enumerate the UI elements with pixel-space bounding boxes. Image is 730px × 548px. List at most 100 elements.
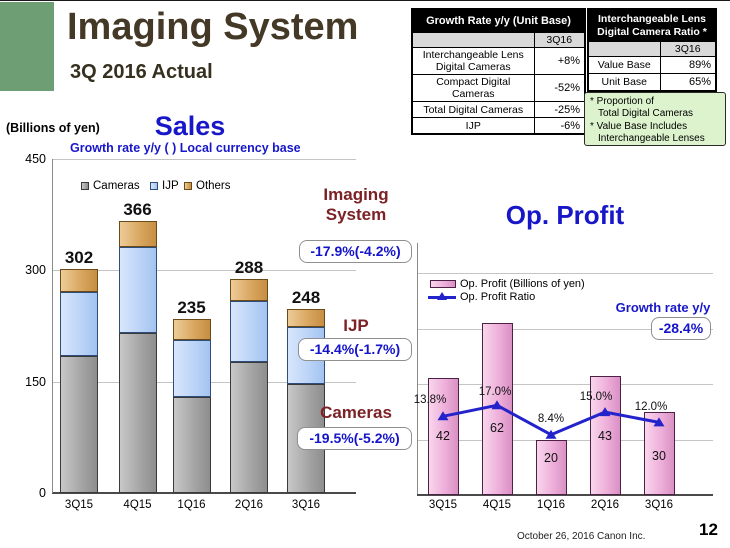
sales-bar-segment-others	[118, 221, 157, 248]
sales-bar-segment-ijp	[118, 247, 157, 334]
sales-chart-subtitle: Growth rate y/y ( ) Local currency base	[70, 141, 301, 155]
lens-ratio-table: Interchangeable Lens Digital Camera Rati…	[587, 8, 717, 92]
row-value: 65%	[659, 73, 717, 92]
row-value: -52%	[533, 74, 586, 103]
others-legend-label: Others	[196, 180, 231, 192]
op-profit-bar	[427, 378, 459, 495]
growth-table-body: Interchangeable Lens Digital Cameras +8% C…	[411, 46, 586, 135]
growth-table-blank-cell	[411, 32, 535, 48]
table-row: Interchangeable Lens Digital Cameras +8%	[411, 46, 586, 76]
annotation-imaging-system-heading: Imaging System	[323, 185, 389, 224]
sales-y-axis	[52, 159, 53, 493]
page-title: Imaging System	[67, 6, 359, 48]
op-profit-x-axis-label: 1Q16	[536, 499, 566, 511]
op-profit-bar-value-label: 62	[490, 421, 504, 435]
sales-gridline	[52, 270, 356, 272]
op-profit-gridline	[417, 273, 713, 274]
sales-bar-segment-cameras	[172, 396, 211, 493]
sales-bar-segment-ijp	[230, 300, 268, 363]
footnote-line: * Value Base Includes	[590, 120, 688, 132]
sales-axis-tick-label: 150	[25, 374, 46, 389]
op-profit-bar-value-label: 42	[436, 429, 450, 443]
sales-legend-item-ijp: IJP	[150, 180, 179, 192]
op-profit-x-axis-label: 3Q15	[428, 499, 458, 511]
growth-table-quarter-header: 3Q16	[533, 32, 586, 48]
row-label: Value Base	[587, 56, 661, 74]
op-profit-ratio-label: 13.8%	[413, 394, 447, 406]
sales-x-axis-label: 1Q16	[177, 499, 206, 511]
footnote-line: * Proportion of	[590, 96, 654, 107]
sales-x-axis-label: 3Q15	[64, 499, 94, 511]
sales-x-axis-label: 4Q15	[123, 499, 152, 511]
op-profit-bar	[481, 322, 513, 495]
row-value: -25%	[533, 101, 586, 119]
sales-bar-total-label: 302	[64, 247, 94, 267]
op-profit-growth-label: Growth rate y/y	[615, 300, 711, 315]
op-profit-baseline	[417, 494, 713, 496]
row-value: -6%	[533, 117, 586, 135]
slide-top-border	[0, 0, 730, 1]
op-profit-bar-value-label: 20	[544, 451, 558, 465]
op-profit-legend-swatch	[430, 280, 456, 288]
op-profit-legend-item-bar: Op. Profit (Billions of yen)	[430, 278, 585, 290]
sales-bar-segment-ijp	[60, 291, 98, 357]
table-row: Compact Digital Cameras -52%	[411, 74, 586, 103]
op-profit-gridline	[417, 328, 713, 330]
op-profit-x-axis-label: 2Q16	[590, 499, 620, 511]
footer-date: October 26, 2016 Canon Inc.	[517, 531, 646, 542]
footnote-box: * Proportion of Total Digital Cameras * Va…	[584, 92, 726, 146]
row-label: Unit Base	[587, 73, 661, 92]
sales-axis-tick-label: 300	[25, 263, 46, 278]
footnote-line: Total Digital Cameras	[598, 108, 694, 120]
annotation-ijp-value: -14.4%(-1.7%)	[298, 338, 412, 361]
sales-gridline	[52, 159, 356, 160]
page-number: 12	[699, 520, 718, 539]
annotation-imaging-system-value: -17.9%(-4.2%)	[299, 240, 412, 263]
table-row: IJP -6%	[411, 117, 586, 135]
op-profit-bar-value-label: 30	[652, 449, 666, 463]
growth-rate-table: Growth Rate y/y (Unit Base) 3Q16 Interch…	[411, 8, 587, 136]
op-profit-x-axis-label: 4Q15	[482, 499, 512, 511]
accent-rectangle	[0, 2, 54, 91]
sales-bar-segment-cameras	[60, 356, 98, 493]
sales-bar-segment-ijp	[172, 340, 211, 397]
sales-legend-item-cameras: Cameras	[81, 180, 140, 192]
sales-x-axis-label: 3Q16	[291, 499, 321, 511]
op-profit-x-axis-label: 3Q16	[644, 499, 674, 511]
op-profit-ratio-legend-marker	[428, 292, 456, 302]
ijp-legend-swatch	[150, 182, 158, 190]
op-profit-chart-title: Op. Profit	[505, 200, 625, 230]
annotation-ijp-heading: IJP	[343, 316, 369, 335]
others-legend-swatch	[184, 182, 192, 190]
sales-baseline	[52, 492, 356, 494]
op-profit-bar-value-label: 43	[598, 429, 612, 443]
sales-bar-segment-cameras	[118, 333, 157, 493]
sales-axis-tick-label: 450	[25, 152, 46, 166]
sales-x-axis-label: 2Q16	[234, 499, 264, 511]
op-profit-ratio-label: 12.0%	[634, 401, 668, 413]
row-label: Total Digital Cameras	[411, 101, 535, 119]
ratio-table-blank-cell	[587, 41, 661, 57]
op-profit-bar	[535, 439, 567, 495]
ijp-legend-label: IJP	[162, 180, 179, 192]
op-profit-gridline	[417, 384, 713, 385]
ratio-table-body: Value Base 89% Unit Base 65%	[587, 56, 717, 92]
op-profit-y-axis	[417, 243, 418, 495]
sales-chart-title: Sales	[154, 111, 226, 141]
op-profit-growth-value: -28.4%	[651, 317, 711, 340]
row-label: Compact Digital Cameras	[411, 74, 535, 103]
sales-axis-tick-label: 0	[39, 486, 46, 500]
sales-units-label: (Billions of yen)	[6, 121, 100, 135]
sales-bar-total-label: 248	[291, 287, 321, 307]
op-profit-legend-item-line: Op. Profit Ratio	[428, 291, 535, 303]
sales-bar-total-label: 366	[123, 200, 152, 220]
table-row: Unit Base 65%	[587, 73, 717, 92]
op-profit-legend-label: Op. Profit (Billions of yen)	[460, 278, 585, 290]
sales-legend-item-others: Others	[184, 180, 231, 192]
growth-table-title: Growth Rate y/y (Unit Base)	[411, 8, 586, 33]
sales-bar-segment-others	[172, 318, 211, 341]
table-row: Total Digital Cameras -25%	[411, 101, 586, 119]
annotation-cameras-value: -19.5%(-5.2%)	[297, 427, 412, 450]
sales-bar-segment-others	[230, 279, 268, 301]
